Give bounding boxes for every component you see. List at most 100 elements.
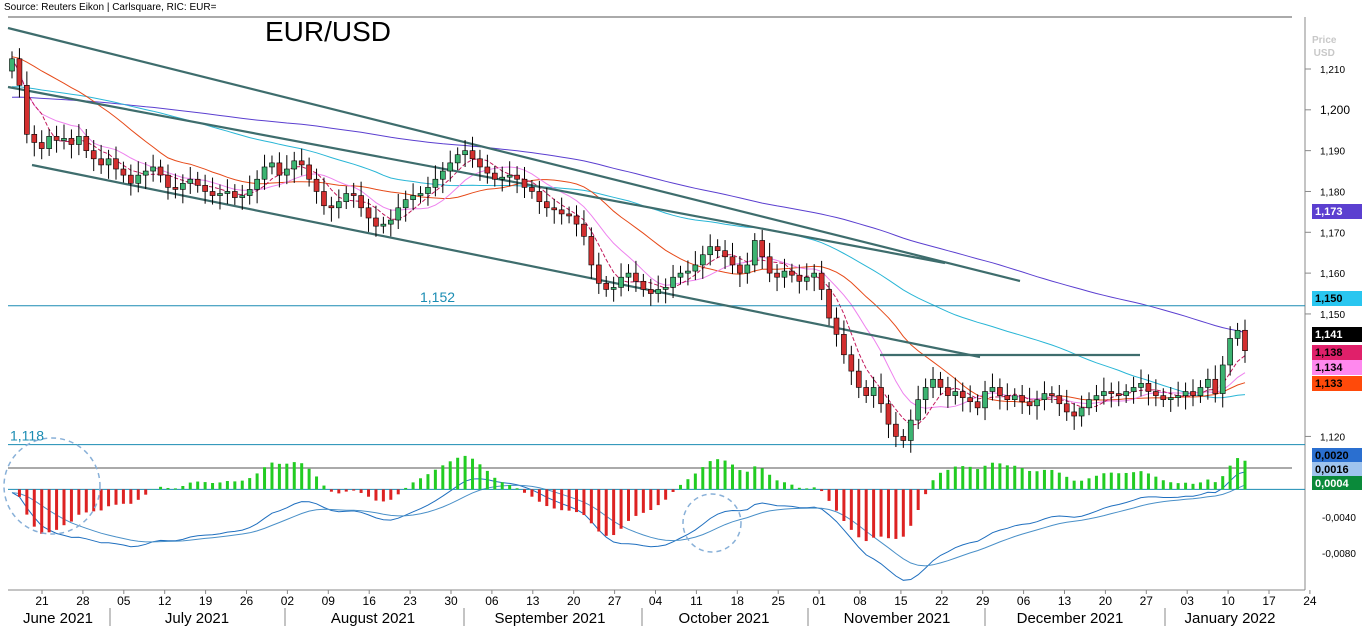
candle [492,165,498,187]
candle [1056,384,1063,417]
candle [588,227,595,279]
candle-body [677,272,684,278]
candle-body [261,166,268,180]
candle-body [737,264,743,274]
candle [68,129,75,159]
candle [150,154,156,182]
candle [1175,381,1181,407]
candle [291,151,298,183]
sma20-line [11,56,1246,403]
day-tick-label: 17 [1262,594,1276,608]
candle-body [937,378,944,388]
candle [543,187,550,217]
candle [1108,382,1115,408]
candle [551,198,558,224]
candle [373,205,379,237]
candle-body [558,209,565,215]
candle-body [855,370,862,388]
candle-body [692,264,699,272]
candle-body [484,166,491,174]
candle-body [759,240,765,258]
candle-body [870,387,877,396]
candle [395,193,402,230]
day-tick-label: 15 [894,594,908,608]
chart-title: EUR/USD [265,16,392,47]
candle [1101,377,1107,405]
day-tick-label: 19 [199,594,213,608]
candle [1004,383,1011,411]
candle-body [157,166,164,176]
candle-body [1175,395,1181,398]
candle-body [239,195,246,198]
candle-body [224,191,231,194]
candle-body [1227,338,1233,366]
candle-body [1242,329,1248,351]
candle-body [514,174,520,180]
candle [113,146,119,180]
candle [610,276,617,302]
candle [818,260,825,301]
candle [187,166,194,194]
candle [566,206,572,224]
candle-body [202,185,208,192]
candle [952,377,959,405]
candle-body [1071,411,1077,417]
candle [863,380,869,403]
candle [1011,388,1018,408]
candle-body [1063,403,1070,413]
candle-body [633,272,639,282]
candle-body [61,138,67,141]
candle [870,376,877,408]
candle-body [655,289,662,294]
candle [521,166,528,198]
day-tick-label: 06 [485,594,499,608]
candle-body [1011,395,1018,400]
highlight-circle-october [682,493,742,553]
day-tick-label: 29 [976,594,990,608]
day-tick-label: 03 [1181,594,1195,608]
candle-body [1138,383,1144,388]
candle-body [180,183,186,190]
candle-body [796,274,803,282]
price-tick-label: 1,120 [1320,432,1345,443]
candle-body [1234,329,1241,339]
candle-body [269,162,275,168]
candle-body [610,287,617,290]
candle-body [165,174,171,188]
macd-badge [1312,448,1362,462]
candle [506,161,513,187]
candle-body [350,193,357,196]
candle-body [142,170,149,176]
candle-body [1108,391,1115,394]
candle-body [729,256,736,266]
candle [729,242,736,274]
candle-body [477,158,483,168]
candle-body [194,178,201,186]
candle [142,162,149,190]
candle-body [647,289,654,294]
candle [276,152,283,188]
candle-body [150,166,156,172]
price-badge-label: 1,138 [1315,347,1343,359]
candle [685,260,691,286]
candle [306,157,312,187]
month-label: January 2022 [1185,610,1276,626]
price-axis-label-line1: Price [1312,35,1337,46]
candle-body [848,354,855,372]
candle [1130,376,1137,404]
candle-body [1026,401,1033,407]
candle [1234,322,1241,346]
candle-body [16,58,23,86]
candle [841,320,847,364]
candle [915,385,921,430]
candle [1034,390,1040,420]
candle [454,147,461,171]
candle-body [989,387,996,392]
candle-body [536,191,543,202]
candle-body [469,150,476,160]
day-tick-label: 24 [1303,594,1317,608]
candle [618,263,624,297]
day-tick-label: 16 [363,594,377,608]
day-tick-label: 09 [322,594,336,608]
candle-body [499,176,506,180]
